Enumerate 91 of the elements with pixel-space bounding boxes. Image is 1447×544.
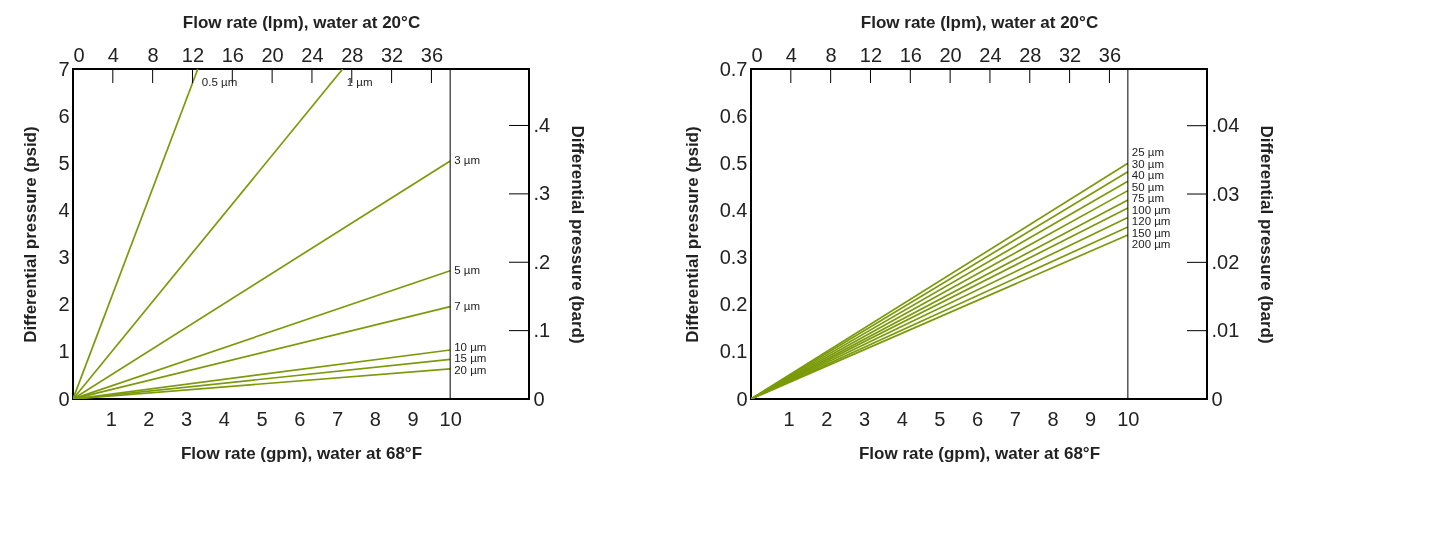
x2-axis-title: Flow rate (lpm), water at 20°C: [182, 12, 421, 32]
y-tick-label: 0.5: [719, 151, 748, 174]
x2-tick-label: 20: [939, 43, 962, 66]
y2-tick-label: .2: [533, 250, 551, 273]
x2-tick-label: 32: [1058, 43, 1082, 66]
y-tick-label: 0.3: [719, 246, 748, 269]
y2-tick-label: .01: [1211, 319, 1240, 342]
y-tick-label: 2: [58, 293, 70, 316]
y2-tick-label: .04: [1211, 114, 1240, 137]
series-label: 100 µm: [1131, 203, 1171, 216]
y2-axis-title: Differential pressure (bard): [568, 125, 588, 344]
series-label: 150 µm: [1131, 226, 1171, 239]
x-tick-label: 2: [821, 407, 833, 430]
series-label: 10 µm: [454, 340, 487, 353]
x2-tick-label: 8: [147, 43, 159, 66]
x-tick-label: 5: [934, 407, 946, 430]
x2-tick-label: 28: [341, 43, 364, 66]
y-axis-title: Differential pressure (psid): [21, 126, 41, 343]
x2-tick-label: 12: [181, 43, 205, 66]
y-tick-label: 0.6: [719, 104, 748, 127]
x-tick-label: 4: [896, 407, 908, 430]
x-tick-label: 1: [105, 407, 117, 430]
y2-tick-label: 0: [533, 387, 545, 410]
series-label: 1 µm: [346, 76, 373, 88]
x-tick-label: 10: [439, 407, 462, 430]
x-tick-label: 7: [1009, 407, 1021, 430]
y-tick-label: 0: [58, 387, 70, 410]
x-tick-label: 9: [407, 407, 419, 430]
y2-tick-label: .1: [533, 319, 551, 342]
x-axis-title: Flow rate (gpm), water at 68°F: [858, 443, 1101, 463]
x2-tick-label: 32: [380, 43, 404, 66]
x2-axis-title: Flow rate (lpm), water at 20°C: [860, 12, 1099, 32]
x-tick-label: 8: [1047, 407, 1059, 430]
x-tick-label: 7: [331, 407, 344, 430]
series-label: 25 µm: [1131, 146, 1165, 159]
x2-tick-label: 8: [825, 43, 837, 66]
series-label: 200 µm: [1131, 238, 1171, 251]
series-label: 0.5 µm: [201, 76, 238, 88]
x2-tick-label: 36: [420, 43, 444, 66]
y2-tick-label: 0: [1211, 387, 1223, 410]
series-label: 7 µm: [454, 299, 480, 312]
y-tick-label: 3: [58, 246, 70, 269]
series-label: 5 µm: [454, 263, 480, 276]
series-label: 50 µm: [1131, 180, 1165, 193]
x2-tick-label: 24: [301, 43, 324, 66]
x-tick-label: 8: [369, 407, 381, 430]
y-tick-label: 0.4: [719, 198, 748, 221]
series-label: 15 µm: [454, 352, 487, 365]
x2-tick-label: 28: [1019, 43, 1042, 66]
x2-tick-label: 4: [785, 43, 797, 66]
x-tick-label: 1: [783, 407, 795, 430]
series-label: 20 µm: [454, 363, 487, 376]
x2-tick-label: 20: [261, 43, 284, 66]
x-tick-label: 2: [143, 407, 155, 430]
x2-tick-label: 16: [221, 43, 244, 66]
y-tick-label: 4: [58, 198, 70, 221]
y2-tick-label: .3: [533, 182, 551, 205]
x-tick-label: 3: [859, 407, 871, 430]
series-label: 75 µm: [1131, 192, 1165, 205]
y-tick-label: 0: [736, 387, 748, 410]
x-tick-label: 5: [256, 407, 268, 430]
y2-tick-label: .02: [1211, 250, 1240, 273]
y-tick-label: 0.2: [719, 293, 748, 316]
x-tick-label: 3: [181, 407, 193, 430]
x-tick-label: 4: [218, 407, 230, 430]
y-tick-label: 6: [58, 104, 70, 127]
y-tick-label: 0.7: [719, 57, 748, 80]
y-tick-label: 7: [58, 57, 70, 80]
series-label: 40 µm: [1131, 169, 1165, 182]
x-tick-label: 9: [1085, 407, 1097, 430]
x2-tick-label: 36: [1098, 43, 1122, 66]
y-tick-label: 1: [58, 340, 70, 363]
y2-tick-label: .03: [1211, 182, 1240, 205]
x2-tick-label: 24: [979, 43, 1002, 66]
x-tick-label: 6: [294, 407, 306, 430]
series-label: 30 µm: [1131, 157, 1165, 170]
y2-axis-title: Differential pressure (bard): [1257, 125, 1277, 344]
x2-tick-label: 16: [899, 43, 922, 66]
y-axis-title: Differential pressure (psid): [682, 126, 702, 343]
x-tick-label: 10: [1117, 407, 1140, 430]
y-tick-label: 0.1: [719, 340, 748, 363]
x2-tick-label: 0: [73, 43, 85, 66]
x-axis-title: Flow rate (gpm), water at 68°F: [180, 443, 423, 463]
x2-tick-label: 4: [107, 43, 119, 66]
y-tick-label: 5: [58, 151, 70, 174]
y2-tick-label: .4: [533, 113, 551, 136]
x2-tick-label: 0: [751, 43, 763, 66]
x-tick-label: 6: [972, 407, 984, 430]
x2-tick-label: 12: [859, 43, 883, 66]
series-label: 120 µm: [1131, 215, 1171, 228]
series-label: 3 µm: [454, 153, 480, 166]
